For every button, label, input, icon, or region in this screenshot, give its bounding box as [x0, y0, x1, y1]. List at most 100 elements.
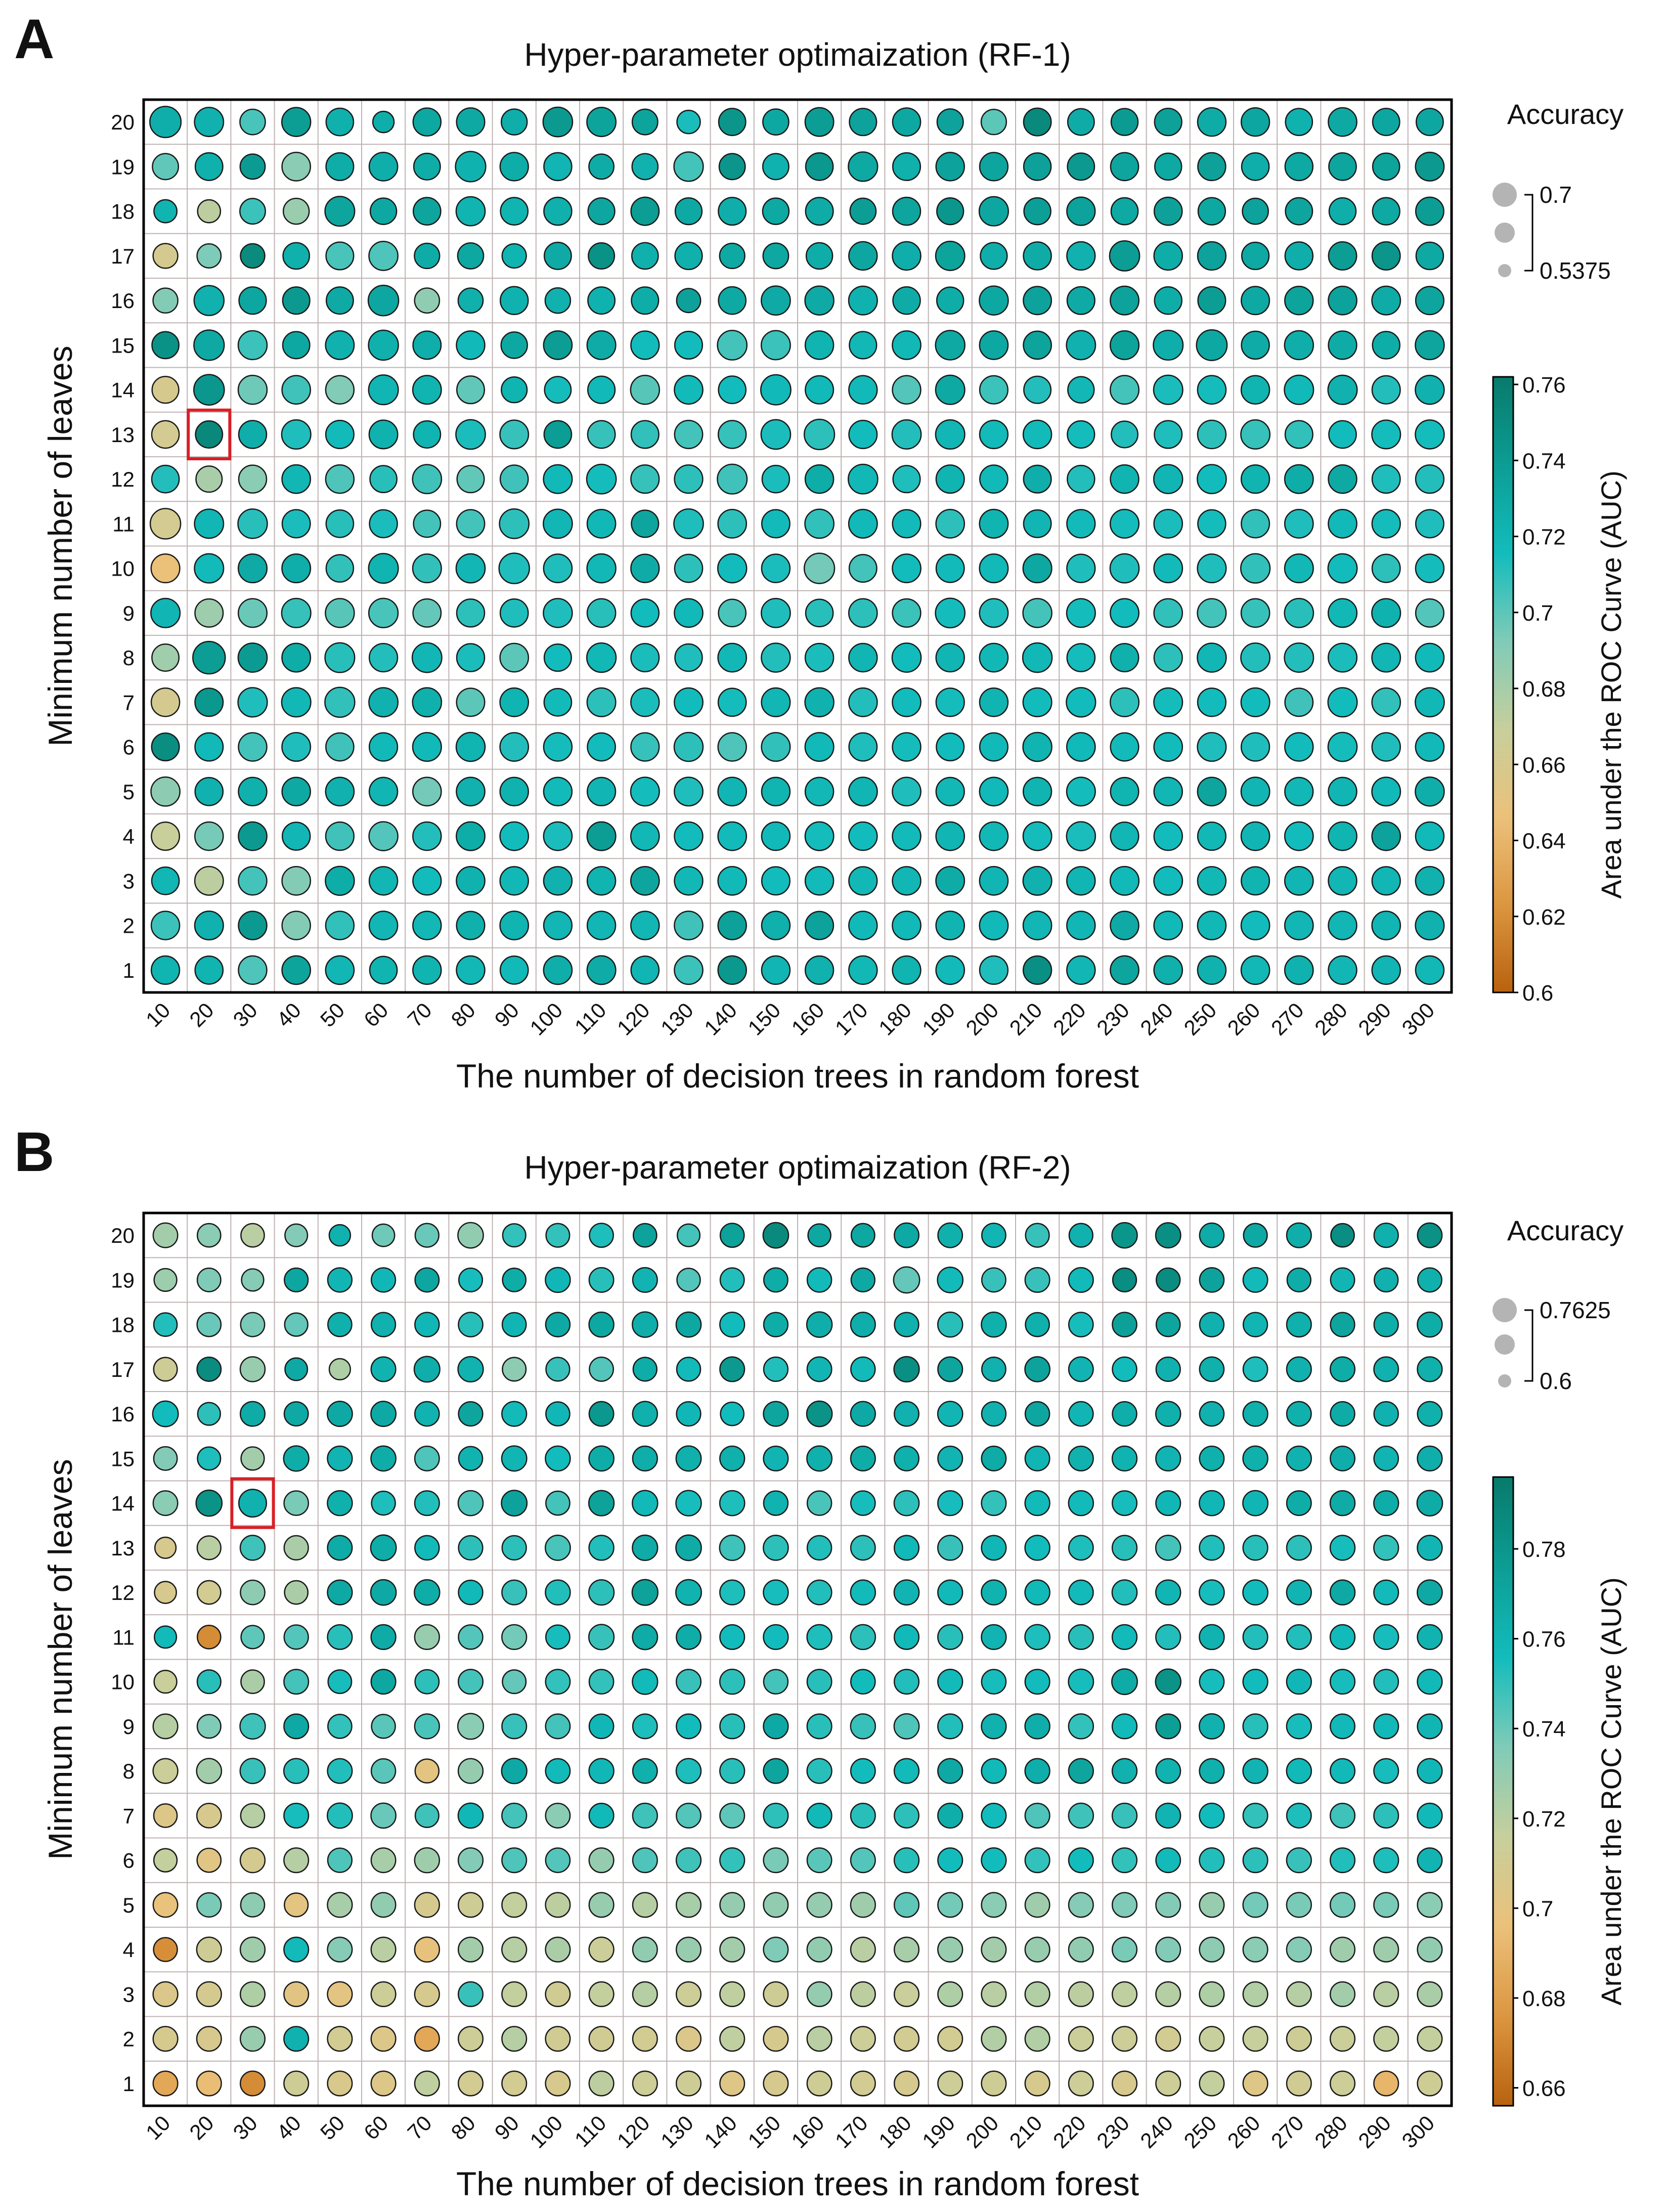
data-point [805, 152, 834, 181]
data-point [804, 687, 835, 718]
data-point [499, 956, 529, 985]
data-point [545, 1624, 571, 1650]
data-point [457, 287, 484, 314]
data-point [238, 955, 268, 985]
size-legend-circle-small [1498, 1374, 1511, 1387]
data-point [1066, 776, 1096, 807]
data-point [935, 821, 966, 851]
data-point [1199, 1758, 1225, 1784]
data-point [806, 1892, 832, 1918]
data-point [543, 152, 573, 182]
data-point [153, 1312, 178, 1337]
data-point [457, 1981, 484, 2007]
data-point [631, 286, 660, 315]
data-point [152, 1981, 179, 2008]
data-point [676, 1357, 702, 1382]
data-point [719, 1892, 746, 1918]
data-point [632, 1847, 658, 1874]
data-point [1066, 866, 1096, 896]
data-point [806, 1936, 832, 1963]
data-point [848, 375, 878, 405]
data-point [368, 553, 399, 584]
data-point [1286, 2026, 1312, 2052]
data-point [543, 776, 573, 807]
data-point [1284, 464, 1314, 494]
data-point [1285, 197, 1313, 226]
data-point [1023, 330, 1052, 360]
data-point [327, 1579, 353, 1606]
data-point [1199, 1356, 1225, 1382]
data-point [763, 1892, 789, 1918]
data-point [893, 1847, 920, 1874]
data-point [1155, 1713, 1181, 1740]
data-point [369, 956, 398, 985]
data-point [1373, 1669, 1399, 1695]
data-point [935, 240, 966, 271]
data-point [630, 956, 660, 985]
data-point [150, 687, 181, 717]
data-point [1066, 910, 1096, 940]
data-point [151, 331, 180, 360]
data-point [281, 509, 311, 539]
data-point [717, 642, 748, 673]
colorbar-tick-label: 0.7 [1522, 1896, 1553, 1921]
y-tick-label: 14 [111, 378, 135, 402]
data-point [717, 330, 748, 361]
data-point [630, 821, 660, 851]
data-point [1024, 1847, 1050, 1874]
data-point [936, 197, 964, 226]
data-point [1241, 286, 1270, 316]
data-point [501, 1757, 528, 1785]
data-point [1154, 107, 1182, 137]
data-point [979, 508, 1009, 539]
data-point [937, 2070, 963, 2097]
data-point [1111, 1624, 1138, 1651]
data-point [370, 1579, 397, 1606]
data-point [283, 1758, 310, 1784]
data-point [544, 376, 572, 404]
x-tick-label: 90 [490, 998, 523, 1031]
data-point [237, 374, 268, 405]
data-point [981, 1311, 1007, 1338]
data-point [1198, 1713, 1225, 1740]
x-tick-label: 240 [1135, 998, 1177, 1040]
data-point [1240, 955, 1270, 985]
data-point [371, 1714, 396, 1739]
data-point [1111, 1222, 1138, 1249]
data-point [586, 866, 617, 896]
size-legend-title: Accuracy [1507, 1215, 1624, 1246]
data-point [1417, 1802, 1443, 1829]
data-point [499, 776, 529, 807]
data-point [1197, 910, 1227, 940]
data-point [763, 1312, 789, 1337]
x-tick-label: 20 [185, 2111, 218, 2144]
data-point [152, 1400, 179, 1427]
data-point [240, 1579, 266, 1606]
data-point [1417, 1445, 1443, 1472]
data-point [1371, 375, 1401, 405]
data-point [1155, 1401, 1181, 1427]
y-tick-label: 1 [123, 959, 135, 982]
data-point [1329, 2026, 1356, 2052]
data-point [586, 910, 617, 940]
data-point [543, 643, 572, 672]
data-point [281, 375, 312, 405]
data-point [282, 242, 311, 270]
data-point [151, 464, 180, 494]
data-point [1153, 955, 1183, 985]
colorbar-tick-label: 0.68 [1522, 1986, 1566, 2011]
data-point [545, 1357, 571, 1382]
y-tick-label: 11 [112, 512, 135, 536]
data-point [804, 508, 835, 539]
data-point [1155, 1758, 1181, 1784]
data-point [1110, 821, 1139, 851]
data-point [194, 865, 224, 896]
data-point [1417, 1401, 1443, 1427]
data-point [414, 1936, 441, 1963]
data-point [632, 1357, 657, 1382]
data-point [675, 1758, 702, 1784]
data-point [1199, 1669, 1225, 1695]
data-point [1284, 732, 1314, 762]
data-point [1242, 1758, 1268, 1784]
x-tick-label: 70 [403, 2111, 436, 2144]
